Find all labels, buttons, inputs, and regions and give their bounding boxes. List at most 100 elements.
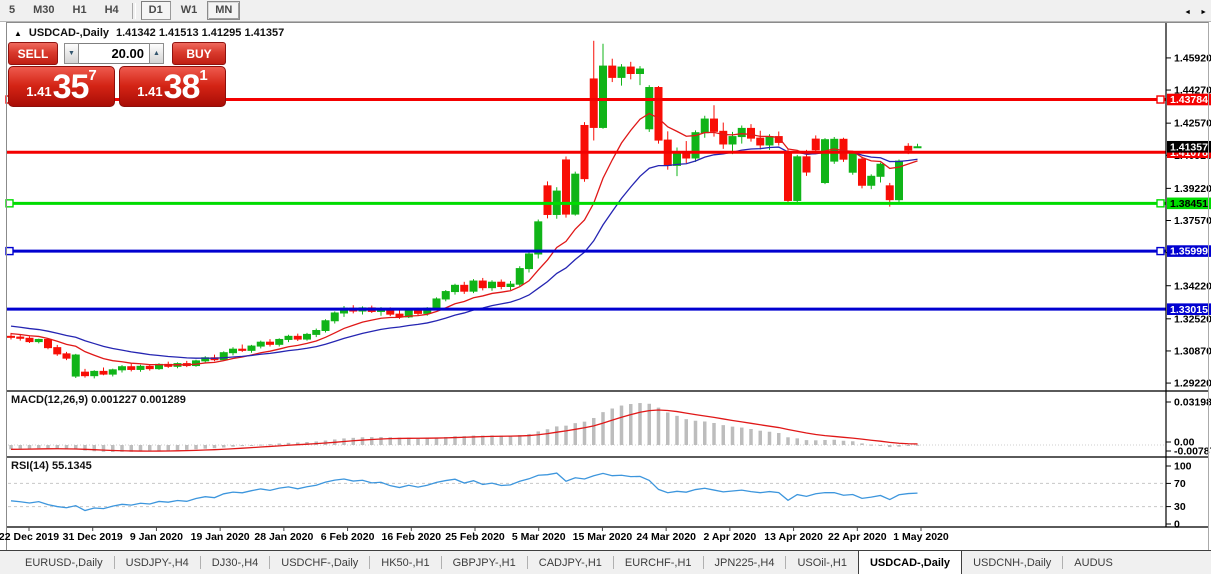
tab-eurusd-daily[interactable]: EURUSD-,Daily — [25, 556, 103, 569]
svg-text:1.45920: 1.45920 — [1174, 53, 1211, 65]
tab-separator — [526, 556, 528, 569]
date-label: 1 May 2020 — [893, 531, 949, 543]
rsi-axis-label: 100 — [1174, 461, 1192, 473]
buy-price-pip: 1 — [199, 67, 208, 84]
date-label: 28 Jan 2020 — [254, 531, 314, 543]
rsi-axis-label: 30 — [1174, 501, 1186, 513]
sell-price-prefix: 1.41 — [26, 84, 52, 99]
tabs-scroll-left-icon[interactable]: ◄ — [1184, 8, 1192, 16]
tab-eurchf-h1[interactable]: EURCHF-,H1 — [624, 556, 692, 569]
svg-text:1.38451: 1.38451 — [1170, 198, 1208, 210]
date-label: 2 Apr 2020 — [703, 531, 757, 543]
macd-histogram — [9, 403, 920, 452]
macd-indicator-label: MACD(12,26,9) 0.001227 0.001289 — [11, 394, 186, 406]
rsi-axis-label: 0 — [1174, 519, 1180, 531]
tab-separator — [113, 556, 115, 569]
svg-text:1.34220: 1.34220 — [1174, 280, 1211, 292]
level-price-badge — [1167, 197, 1211, 210]
date-label: 24 Mar 2020 — [636, 531, 696, 543]
date-label: 25 Feb 2020 — [445, 531, 505, 543]
macd-signal-line — [10, 409, 918, 452]
period-button-w1[interactable]: W1 — [180, 4, 198, 16]
buy-price-main: 38 — [163, 68, 201, 106]
period-button-m30[interactable]: M30 — [33, 4, 55, 16]
period-button-h4[interactable]: H4 — [104, 4, 119, 16]
buy-price-box[interactable]: 1.41 38 1 — [119, 66, 226, 107]
tab-separator — [702, 556, 704, 569]
period-button-5[interactable]: 5 — [9, 4, 16, 16]
level-handle-left[interactable] — [5, 199, 14, 208]
tab-usdjpy-h4[interactable]: USDJPY-,H4 — [125, 556, 189, 569]
date-label: 5 Mar 2020 — [511, 531, 566, 543]
svg-text:1.39220: 1.39220 — [1174, 183, 1211, 195]
period-button-d1[interactable]: D1 — [140, 1, 171, 20]
sell-price-box[interactable]: 1.41 35 7 — [8, 66, 115, 107]
chart-symbol-period: USDCAD-,Daily — [28, 27, 109, 39]
level-handle-left[interactable] — [5, 246, 14, 256]
tab-separator — [785, 556, 787, 569]
tab-scroll-controls: ◄ ► — [1184, 0, 1207, 24]
tab-usdcad-daily[interactable]: USDCAD-,Daily — [857, 550, 963, 574]
tab-separator — [440, 556, 442, 569]
date-label: 22 Dec 2019 — [0, 531, 60, 543]
svg-text:1.42570: 1.42570 — [1174, 118, 1211, 130]
tab-usdcnh-daily[interactable]: USDCNH-,Daily — [973, 556, 1052, 569]
current-price-badge — [1167, 140, 1211, 153]
chart-ohlc-values: 1.41342 1.41513 1.41295 1.41357 — [116, 27, 285, 39]
collapse-trade-panel-icon[interactable]: ▲ — [14, 28, 22, 38]
chart-tab-bar: EURUSD-,Daily USDJPY-,H4 DJ30-,H4 USDCHF-,D… — [0, 550, 1211, 574]
tab-jpn225-h4[interactable]: JPN225-,H4 — [714, 556, 775, 569]
period-toolbar: 5 M30 H1 H4 D1 W1 MN — [0, 0, 1211, 22]
one-click-trading-widget: SELL ▼ ▲ BUY 1.41 35 7 1.41 38 1 — [8, 42, 228, 107]
period-button-h1[interactable]: H1 — [72, 4, 87, 16]
level-price-badge — [1167, 303, 1211, 315]
sell-button[interactable]: SELL — [8, 42, 58, 65]
sell-price-main: 35 — [52, 68, 90, 106]
chart-title: ▲ USDCAD-,Daily 1.41342 1.41513 1.41295 … — [14, 27, 284, 39]
svg-text:1.30870: 1.30870 — [1174, 346, 1211, 358]
level-handle-right[interactable] — [1156, 199, 1165, 208]
tab-usdchf-daily[interactable]: USDCHF-,Daily — [281, 556, 359, 569]
toolbar-separator — [131, 2, 136, 19]
volume-decrease-button[interactable]: ▼ — [64, 43, 79, 64]
date-label: 13 Apr 2020 — [764, 531, 823, 543]
svg-text:1.43784: 1.43784 — [1170, 94, 1208, 106]
tab-usoil-h1[interactable]: USOil-,H1 — [797, 556, 847, 569]
svg-text:1.44270: 1.44270 — [1174, 85, 1211, 97]
volume-input[interactable] — [79, 43, 149, 64]
date-label: 22 Apr 2020 — [827, 531, 887, 543]
ma-fast-line — [10, 112, 918, 366]
buy-price-prefix: 1.41 — [137, 84, 163, 99]
level-price-badge — [1167, 93, 1211, 106]
svg-text:1.32520: 1.32520 — [1174, 313, 1211, 325]
period-button-mn[interactable]: MN — [207, 1, 241, 20]
rsi-indicator-label: RSI(14) 55.1345 — [11, 460, 92, 472]
tab-cadjpy-h1[interactable]: CADJPY-,H1 — [538, 556, 602, 569]
date-label: 31 Dec 2019 — [62, 531, 123, 543]
rsi-line — [10, 472, 918, 512]
level-handle-right[interactable] — [1156, 246, 1165, 256]
svg-text:1.41357: 1.41357 — [1170, 141, 1208, 153]
ma-slow-line — [10, 146, 918, 359]
tabs-scroll-right-icon[interactable]: ► — [1200, 8, 1207, 16]
svg-text:1.29220: 1.29220 — [1174, 378, 1211, 390]
level-handle-right[interactable] — [1156, 95, 1165, 104]
tab-audus[interactable]: AUDUS — [1074, 556, 1113, 569]
tab-gbpjpy-h1[interactable]: GBPJPY-,H1 — [452, 556, 516, 569]
tab-dj30-h4[interactable]: DJ30-,H4 — [211, 556, 259, 569]
svg-text:1.33015: 1.33015 — [1170, 304, 1208, 316]
tab-separator — [199, 556, 201, 569]
macd-axis-label: 0.031987 — [1174, 397, 1211, 409]
tab-separator — [369, 556, 371, 569]
sell-price-pip: 7 — [88, 67, 97, 84]
date-label: 6 Feb 2020 — [320, 531, 375, 543]
macd-axis-label: -0.007879 — [1174, 446, 1211, 458]
tab-separator — [1062, 556, 1064, 569]
tab-hk50-h1[interactable]: HK50-,H1 — [381, 556, 430, 569]
spin-down-icon: ▼ — [68, 50, 75, 57]
volume-increase-button[interactable]: ▲ — [149, 43, 164, 64]
time-axis[interactable]: 22 Dec 2019 31 Dec 2019 9 Jan 2020 19 Jan 2… — [0, 529, 1166, 549]
buy-button[interactable]: BUY — [172, 42, 226, 65]
date-label: 15 Mar 2020 — [572, 531, 633, 543]
